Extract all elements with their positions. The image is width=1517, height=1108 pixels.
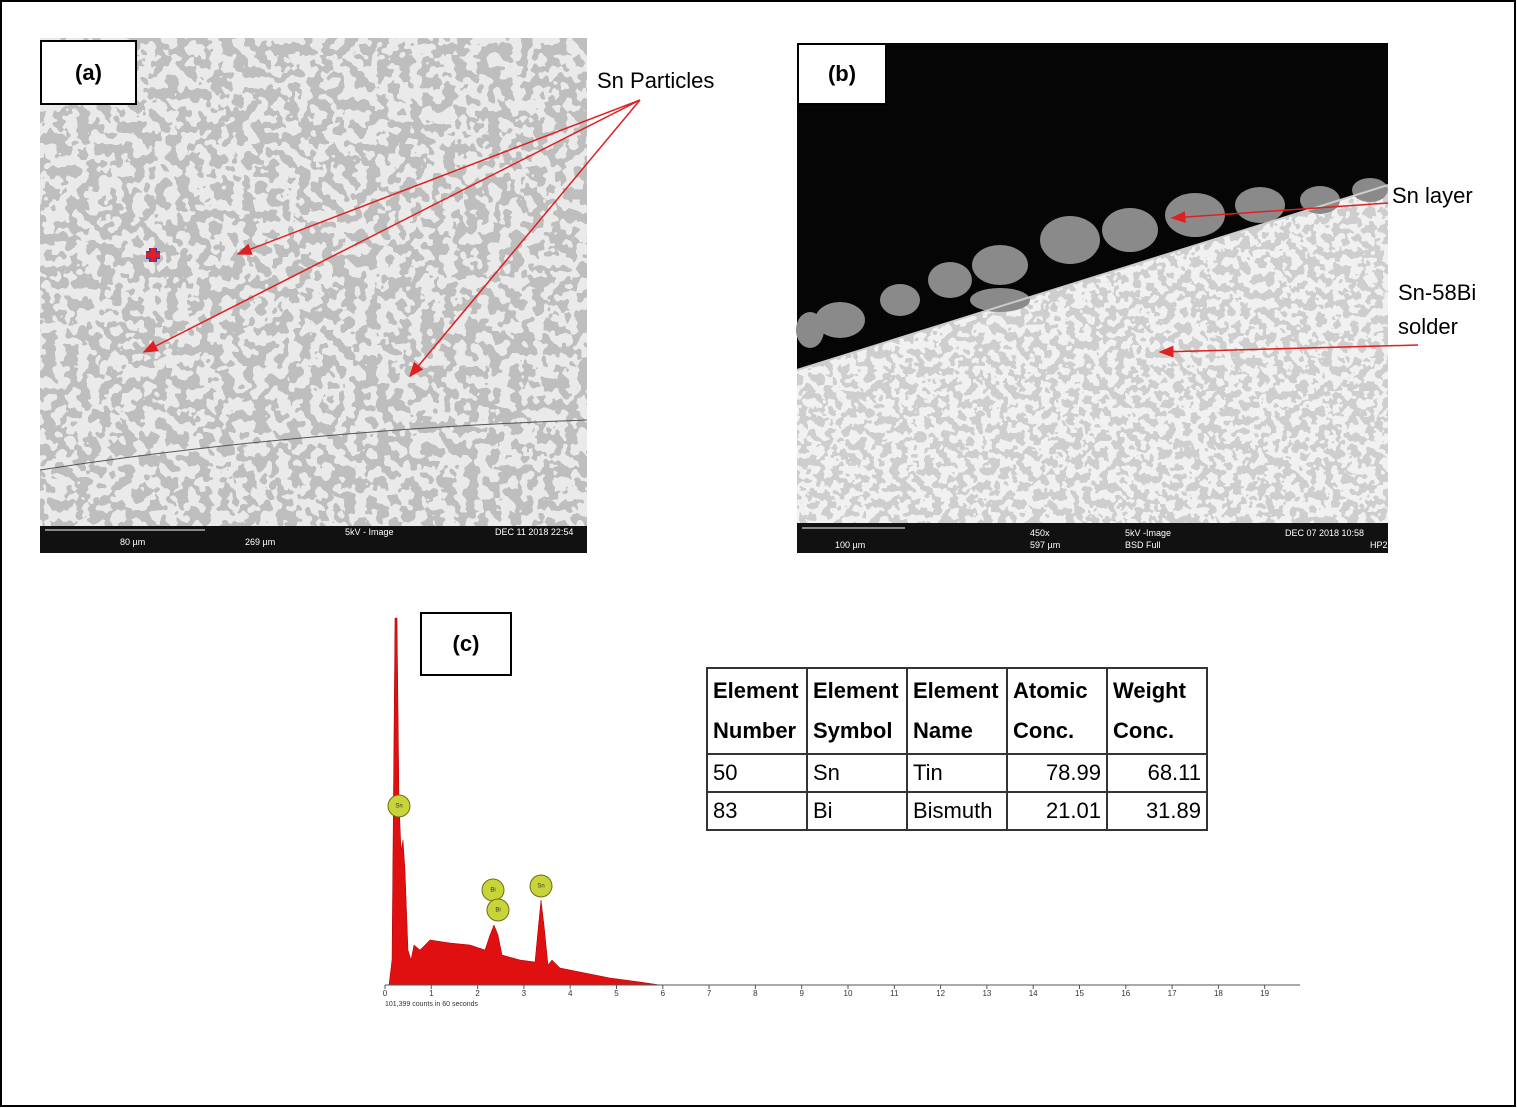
panel-label: (b) <box>797 43 887 105</box>
table-cell: Bi <box>807 792 907 830</box>
table-cell: Bismuth <box>907 792 1007 830</box>
tick-label: 7 <box>707 989 712 998</box>
tick-label: 12 <box>936 989 945 998</box>
tick-label: 1 <box>429 989 434 998</box>
tick-label: 6 <box>661 989 666 998</box>
table-cell: 31.89 <box>1107 792 1207 830</box>
table-cell: 50 <box>707 754 807 792</box>
tick-label: 16 <box>1121 989 1130 998</box>
annotation: Sn-58Bi solder <box>1398 276 1488 344</box>
scale-label: 100 µm <box>835 540 865 550</box>
date-label: DEC 11 2018 22:54 <box>495 527 573 537</box>
annotation: Sn Particles <box>597 68 714 94</box>
header-cell: Weight Conc. <box>1107 668 1207 754</box>
tick-label: 11 <box>890 989 899 998</box>
peak-markers <box>388 795 552 921</box>
scale-label: 80 µm <box>120 537 145 547</box>
tick-label: 19 <box>1260 989 1269 998</box>
table-cell: Tin <box>907 754 1007 792</box>
peak-label: Sn <box>395 804 402 810</box>
header-cell: Element Symbol <box>807 668 907 754</box>
tick-label: 8 <box>753 989 758 998</box>
peak-label: Bi <box>495 908 500 914</box>
id-label: HP2 <box>1370 540 1388 550</box>
tick-label: 15 <box>1075 989 1084 998</box>
field-label: 269 µm <box>245 537 275 547</box>
tick-label: 10 <box>844 989 853 998</box>
tick-label: 2 <box>475 989 480 998</box>
tick-label: 9 <box>799 989 804 998</box>
tick-label: 17 <box>1168 989 1177 998</box>
tick-label: 18 <box>1214 989 1223 998</box>
tick-label: 4 <box>568 989 573 998</box>
table-cell: 68.11 <box>1107 754 1207 792</box>
tick-label: 5 <box>614 989 619 998</box>
table-cell: 78.99 <box>1007 754 1107 792</box>
date-label: DEC 07 2018 10:58 <box>1285 528 1364 538</box>
field-label: 597 µm <box>1030 540 1060 550</box>
tick-label: 14 <box>1029 989 1038 998</box>
peak-label: Bi <box>490 888 495 894</box>
counts-note: 101,399 counts in 60 seconds <box>385 1001 479 1008</box>
table-cell: 83 <box>707 792 807 830</box>
panel-label: (c) <box>420 612 512 676</box>
tick-label: 0 <box>383 989 388 998</box>
annotation: Sn layer <box>1392 183 1473 209</box>
sem-image-a <box>40 38 587 553</box>
header-cell: Element Number <box>707 668 807 754</box>
table-cell: Sn <box>807 754 907 792</box>
figure: 80 µm 269 µm 5kV - Image DEC 11 2018 22:… <box>0 0 1517 1108</box>
peak-label: Sn <box>537 884 544 890</box>
mode-label: 5kV - Image <box>345 527 394 537</box>
panel-label: (a) <box>40 40 137 105</box>
magnification-label: 450x <box>1030 528 1050 538</box>
header-cell: Atomic Conc. <box>1007 668 1107 754</box>
tick-label: 3 <box>522 989 527 998</box>
detector-label: BSD Full <box>1125 540 1161 550</box>
table-cell: 21.01 <box>1007 792 1107 830</box>
header-cell: Element Name <box>907 668 1007 754</box>
mode-label: 5kV -Image <box>1125 528 1171 538</box>
figure-graphics: 80 µm 269 µm 5kV - Image DEC 11 2018 22:… <box>0 0 1517 1108</box>
tick-label: 13 <box>982 989 991 998</box>
